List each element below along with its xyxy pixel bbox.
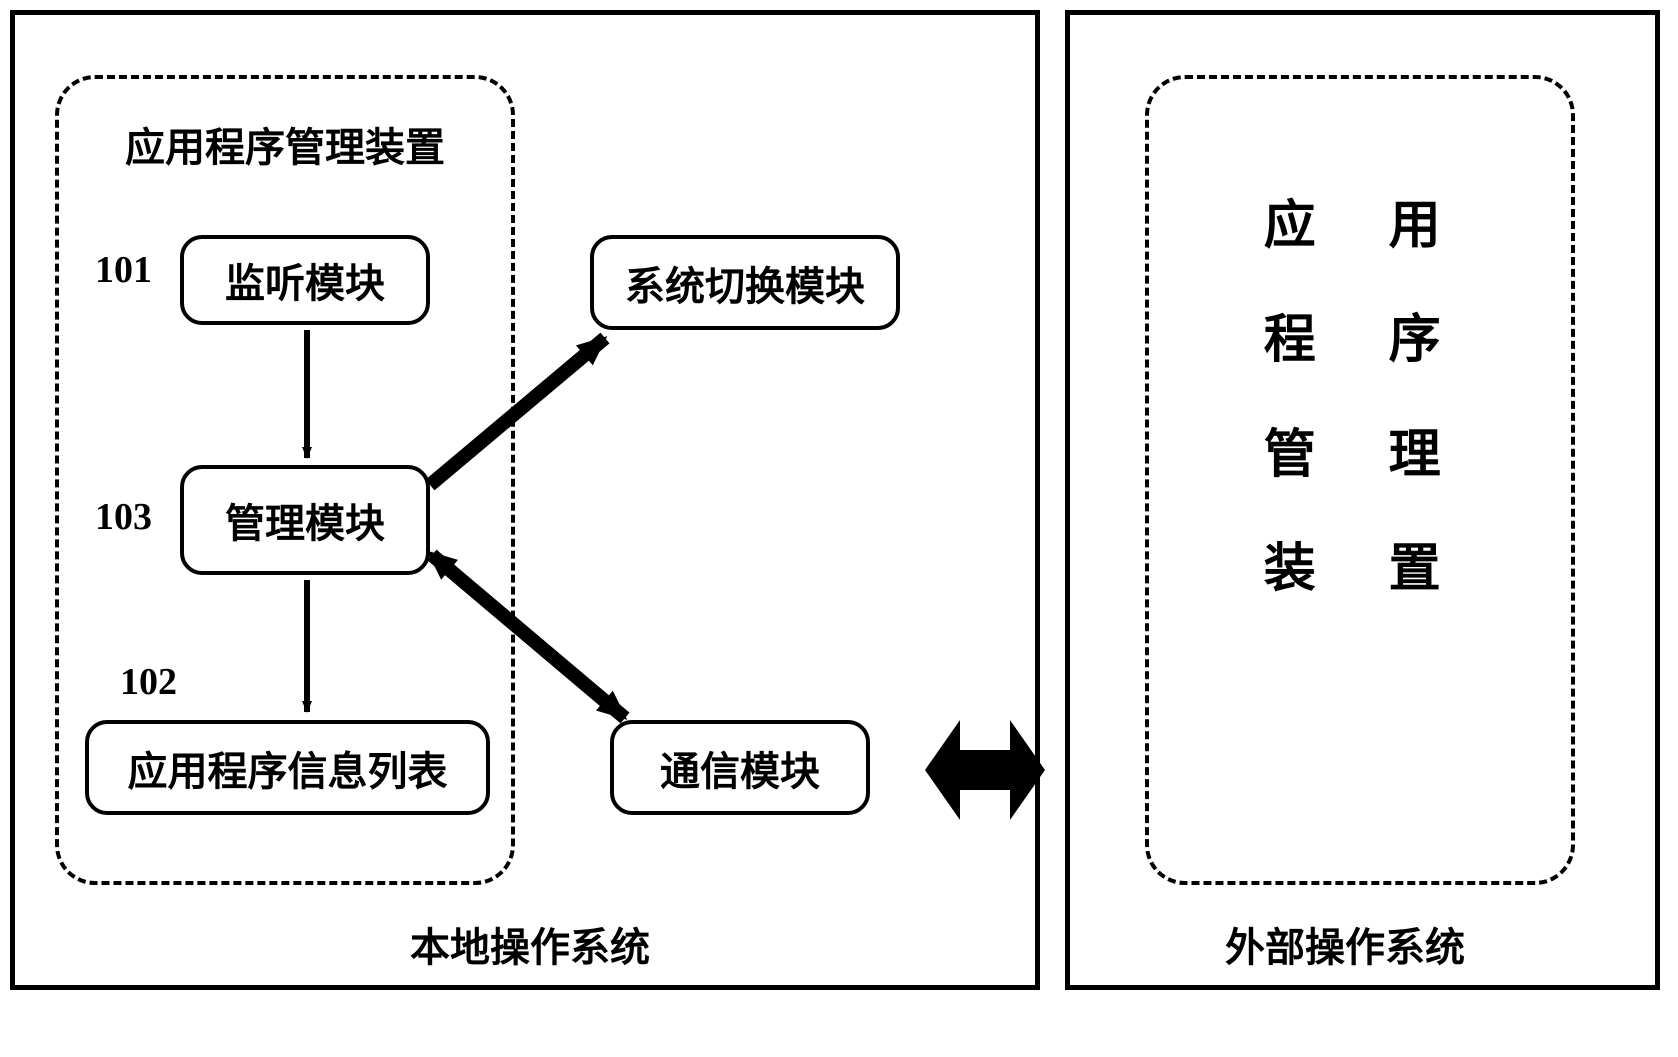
management-module-node: 管理模块: [180, 465, 430, 575]
local-app-mgmt-title: 应用程序管理装置: [125, 115, 445, 173]
app-info-list-node: 应用程序信息列表: [85, 720, 490, 815]
ref-102: 102: [120, 660, 177, 704]
listen-module-label: 监听模块: [225, 251, 385, 309]
external-app-mgmt-title: 应 用 程 序 管 理 装 置: [1240, 170, 1480, 628]
vtext-row: 应 用: [1240, 170, 1480, 284]
comm-module-label: 通信模块: [660, 739, 820, 797]
external-os-caption: 外部操作系统: [1225, 915, 1465, 973]
management-module-label: 管理模块: [225, 491, 385, 549]
local-os-caption: 本地操作系统: [410, 915, 650, 973]
system-switch-module-node: 系统切换模块: [590, 235, 900, 330]
listen-module-node: 监听模块: [180, 235, 430, 325]
ref-101: 101: [95, 248, 152, 292]
vtext-row: 装 置: [1240, 513, 1480, 627]
system-switch-module-label: 系统切换模块: [625, 254, 865, 312]
vtext-row: 管 理: [1240, 399, 1480, 513]
ref-103: 103: [95, 495, 152, 539]
vtext-row: 程 序: [1240, 284, 1480, 398]
comm-module-node: 通信模块: [610, 720, 870, 815]
app-info-list-label: 应用程序信息列表: [128, 739, 448, 797]
